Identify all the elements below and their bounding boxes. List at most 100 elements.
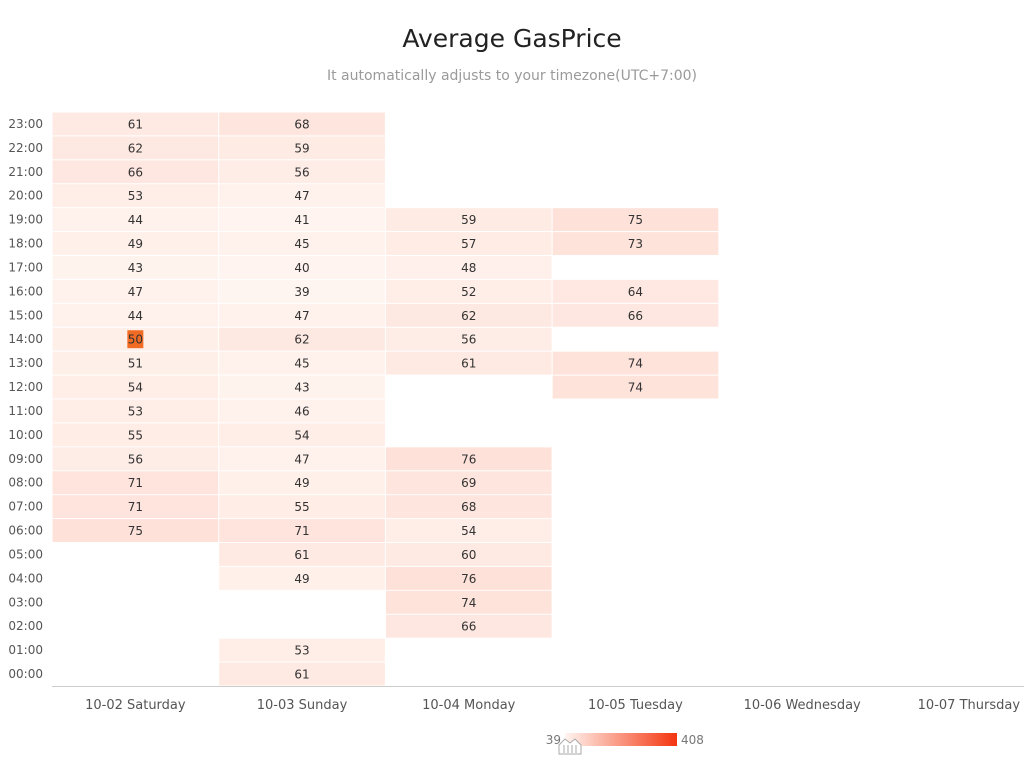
cell-value-label: 46 [294,404,309,418]
y-tick-label: 03:00 [8,595,43,609]
cell-value-label: 47 [294,309,309,323]
cell-value-label: 61 [461,357,476,371]
heatmap-cell[interactable] [385,447,552,471]
heatmap-cell[interactable] [52,351,219,375]
heatmap-cell[interactable] [52,136,219,160]
heatmap-cell[interactable] [52,232,219,255]
heatmap-cell[interactable] [385,519,552,542]
cell-value-label: 71 [294,524,309,538]
heatmap-cell[interactable] [385,256,552,279]
chart-title: Average GasPrice [402,24,622,53]
y-tick-label: 04:00 [8,571,43,585]
heatmap-cell[interactable] [219,543,385,566]
heatmap-cell[interactable] [52,495,219,519]
heatmap-cell[interactable] [52,160,219,184]
heatmap-cell[interactable] [552,279,719,303]
y-tick-label: 05:00 [8,547,43,561]
cell-value-label: 62 [294,333,309,347]
heatmap-cell[interactable] [385,232,552,255]
y-tick-label: 20:00 [8,189,43,203]
cell-value-label: 62 [461,309,476,323]
visual-map-handle-icon[interactable] [558,738,582,755]
heatmap-cell[interactable] [219,112,385,136]
cell-value-label: 68 [294,117,309,131]
heatmap-cell[interactable] [52,303,219,327]
heatmap-cell[interactable] [52,208,219,232]
heatmap-cell[interactable] [219,256,385,279]
heatmap-cell[interactable] [385,543,552,566]
visual-map-gradient[interactable] [565,733,677,746]
y-tick-label: 23:00 [8,117,43,131]
heatmap-cell[interactable] [52,279,219,303]
y-tick-label: 14:00 [8,332,43,346]
heatmap-cell[interactable] [385,590,552,614]
heatmap-cell[interactable] [219,232,385,255]
heatmap-cell[interactable] [219,423,385,447]
heatmap-cell[interactable] [385,351,552,375]
heatmap-cell[interactable] [52,447,219,471]
cell-value-label: 43 [128,261,143,275]
heatmap-cell[interactable] [219,399,385,423]
heatmap-cell[interactable] [52,399,219,423]
heatmap-cell[interactable] [385,208,552,232]
heatmap-cell[interactable] [219,303,385,327]
heatmap-cell[interactable] [552,232,719,255]
cell-value-label: 49 [294,476,309,490]
heatmap-cell[interactable] [52,423,219,447]
heatmap-cell[interactable] [385,614,552,638]
heatmap-cell[interactable] [385,327,552,351]
visual-map-max-label: 408 [681,733,704,747]
y-tick-label: 22:00 [8,141,43,155]
cell-value-label: 74 [461,596,476,610]
cell-value-label: 45 [294,237,309,251]
cell-value-label: 40 [294,261,309,275]
cell-value-label: 54 [461,524,476,538]
cell-value-label: 69 [461,476,476,490]
visual-map-min-label: 39 [546,733,561,747]
heatmap-cell[interactable] [385,471,552,495]
heatmap-cell[interactable] [52,184,219,208]
heatmap-cell[interactable] [552,208,719,232]
heatmap-cell[interactable] [385,495,552,519]
cell-value-label: 53 [128,404,143,418]
cell-value-label: 48 [461,261,476,275]
heatmap-cell[interactable] [219,447,385,471]
y-tick-label: 12:00 [8,380,43,394]
cell-value-label: 53 [128,189,143,203]
heatmap-cell[interactable] [52,375,219,399]
heatmap-cell[interactable] [52,471,219,495]
heatmap-cell[interactable] [219,519,385,542]
heatmap-cell[interactable] [219,662,385,686]
heatmap-cell[interactable] [52,519,219,542]
y-tick-label: 21:00 [8,165,43,179]
heatmap-cell[interactable] [52,256,219,279]
heatmap-cell[interactable] [552,303,719,327]
heatmap-cell[interactable] [52,112,219,136]
heatmap-cell[interactable] [219,327,385,351]
cell-value-label: 49 [294,572,309,586]
heatmap-cell[interactable] [385,303,552,327]
heatmap-cell[interactable] [219,279,385,303]
heatmap-cell[interactable] [385,279,552,303]
heatmap-cell[interactable] [219,566,385,590]
cell-value-label: 39 [294,285,309,299]
heatmap-cell[interactable] [552,375,719,399]
x-tick-label: 10-02 Saturday [85,698,186,713]
heatmap-cell[interactable] [219,495,385,519]
heatmap-cell[interactable] [385,566,552,590]
heatmap-cell[interactable] [219,351,385,375]
heatmap-cell[interactable] [219,160,385,184]
heatmap-cell[interactable] [552,351,719,375]
y-tick-label: 17:00 [8,260,43,274]
cell-value-label: 56 [294,165,309,179]
cell-value-label: 56 [128,452,143,466]
heatmap-cell[interactable] [219,136,385,160]
heatmap-cell[interactable] [219,471,385,495]
heatmap-cell[interactable] [219,375,385,399]
heatmap-cell[interactable] [219,638,385,662]
heatmap-cell[interactable] [219,184,385,208]
heatmap-cell[interactable] [219,208,385,232]
cell-value-label: 56 [461,333,476,347]
cell-value-label: 74 [628,357,643,371]
cell-value-label: 54 [294,428,309,442]
